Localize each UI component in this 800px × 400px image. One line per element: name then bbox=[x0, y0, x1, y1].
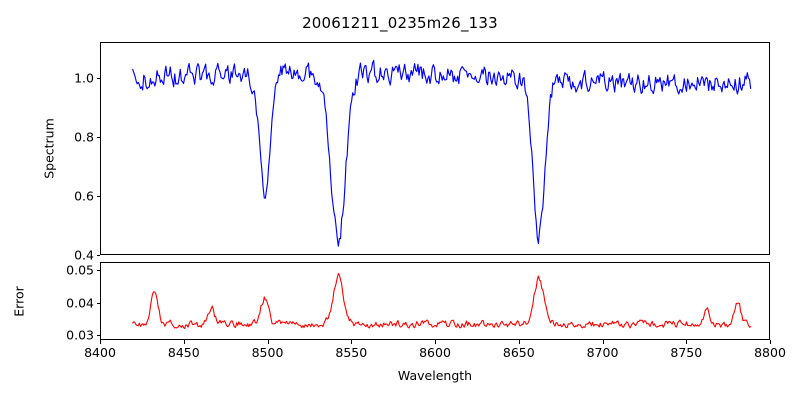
y-axis-label-error: Error bbox=[11, 286, 27, 317]
y-tick-mark-error-2 bbox=[96, 270, 100, 272]
y-tick-label-spectrum-1: 0.6 bbox=[74, 188, 94, 204]
x-axis-label: Wavelength bbox=[397, 368, 473, 383]
x-tick-label-8: 8800 bbox=[754, 345, 786, 360]
x-tick-mark-error-6 bbox=[602, 340, 604, 344]
x-tick-mark-error-8 bbox=[770, 340, 772, 344]
x-tick-label-2: 8500 bbox=[251, 345, 284, 360]
x-tick-label-0: 8400 bbox=[84, 345, 116, 360]
x-tick-mark-error-5 bbox=[518, 340, 520, 344]
x-tick-mark-error-2 bbox=[267, 340, 269, 344]
x-tick-label-6: 8700 bbox=[586, 345, 619, 360]
y-tick-label-error-1: 0.04 bbox=[66, 295, 94, 311]
spectrum-line-series bbox=[101, 43, 769, 254]
y-tick-mark-spectrum-0 bbox=[96, 255, 100, 257]
x-tick-label-3: 8550 bbox=[335, 345, 368, 360]
page-title: 20061211_0235m26_133 bbox=[302, 14, 498, 32]
x-tick-mark-error-3 bbox=[351, 340, 353, 344]
x-tick-label-5: 8650 bbox=[502, 345, 535, 360]
y-tick-mark-spectrum-2 bbox=[96, 136, 100, 138]
error-plot-area bbox=[100, 262, 770, 340]
error-line-series bbox=[101, 263, 769, 339]
x-tick-label-7: 8750 bbox=[670, 345, 703, 360]
y-tick-label-error-2: 0.05 bbox=[66, 262, 94, 278]
x-tick-mark-error-4 bbox=[435, 340, 437, 344]
x-tick-mark-error-0 bbox=[100, 340, 102, 344]
x-tick-mark-error-7 bbox=[686, 340, 688, 344]
spectrum-plot-area bbox=[100, 42, 770, 255]
y-axis-label-spectrum: Spectrum bbox=[41, 118, 57, 179]
y-tick-mark-spectrum-3 bbox=[96, 77, 100, 79]
y-tick-label-spectrum-3: 1.0 bbox=[74, 70, 94, 85]
x-tick-label-4: 8600 bbox=[419, 345, 451, 360]
x-tick-label-1: 8450 bbox=[167, 345, 200, 360]
x-tick-mark-error-1 bbox=[183, 340, 185, 344]
y-tick-label-spectrum-2: 0.8 bbox=[74, 129, 94, 145]
y-tick-label-error-0: 0.03 bbox=[66, 327, 94, 343]
y-tick-mark-error-0 bbox=[96, 335, 100, 337]
y-tick-mark-spectrum-1 bbox=[96, 195, 100, 197]
y-tick-mark-error-1 bbox=[96, 302, 100, 304]
y-tick-label-spectrum-0: 0.4 bbox=[74, 247, 94, 263]
